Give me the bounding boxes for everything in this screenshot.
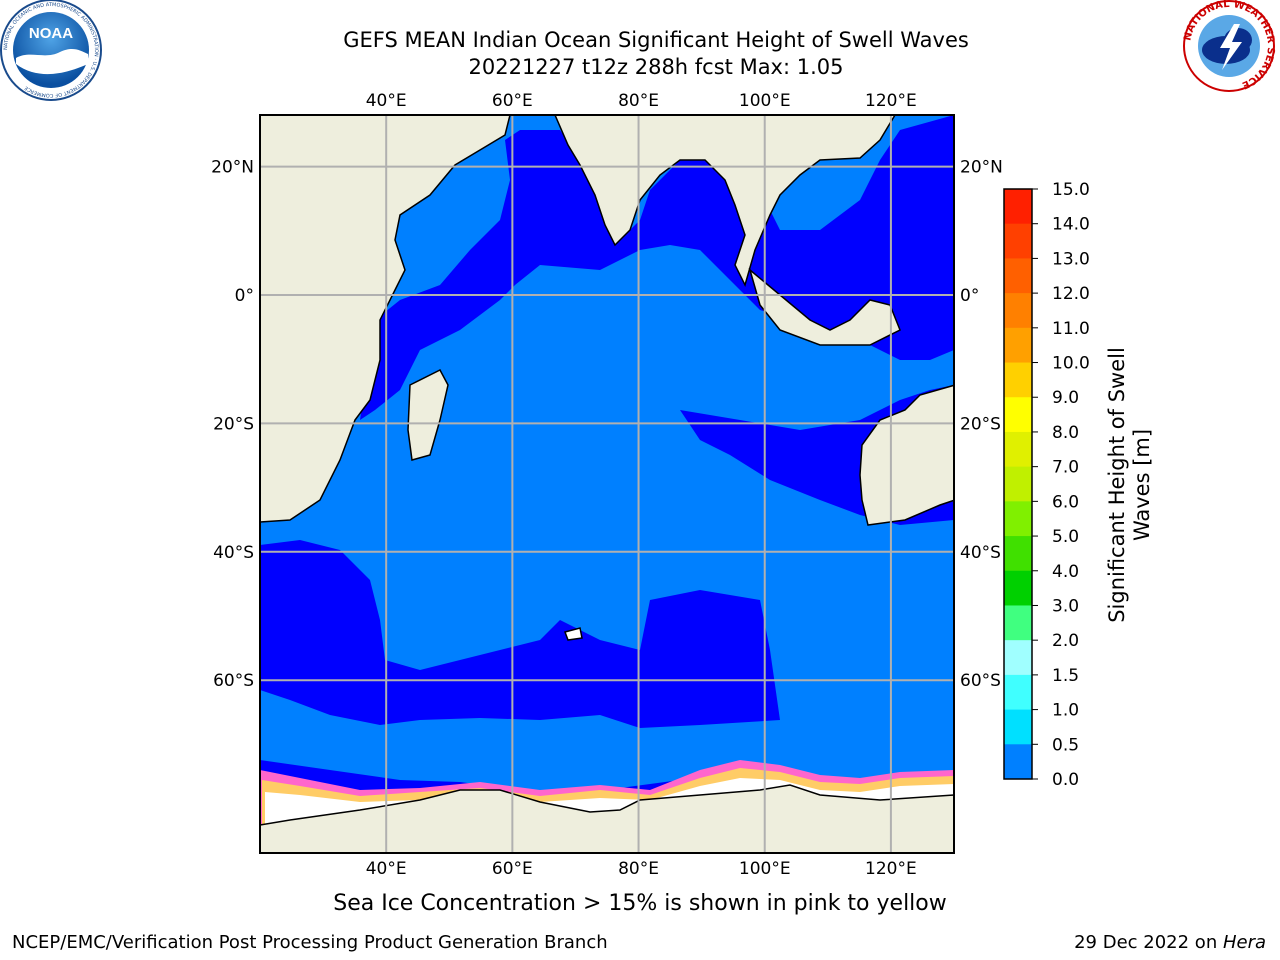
- colorbar-tick-label: 7.0: [1052, 458, 1079, 478]
- axis-tick-labels: 40°E 40°E 60°E 60°E 80°E 80°E 100°E 100°E 120°E 1…: [211, 91, 1003, 879]
- top-lon-tick-label: 120°E: [865, 91, 917, 111]
- colorbar-tick-label: 0.5: [1052, 735, 1079, 755]
- colorbar-segment: [1004, 466, 1032, 502]
- colorbar-segment: [1004, 709, 1032, 745]
- colorbar-segment: [1004, 362, 1032, 398]
- left-lat-tick-label: 0°: [235, 286, 254, 306]
- colorbar-segment: [1004, 536, 1032, 572]
- colorbar-tick-label: 2.0: [1052, 631, 1079, 651]
- colorbar-tick-label: 8.0: [1052, 423, 1079, 443]
- kerguelen-island: [564, 627, 583, 641]
- colorbar-tick-label: 9.0: [1052, 388, 1079, 408]
- nws-logo: NATIONAL WEATHER SERVICE: [1182, 0, 1276, 92]
- colorbar-tick-label: 1.0: [1052, 701, 1079, 721]
- graticule: [260, 115, 954, 853]
- colorbar: 15.0 14.0 13.0 12.0 11.0 10.0 9.0 8.0 7.0 6.0 5.0 4…: [1003, 180, 1090, 790]
- colorbar-frame: [1003, 188, 1033, 780]
- footer-host: Hera: [1222, 932, 1266, 953]
- noaa-logo-text: NOAA: [29, 25, 73, 42]
- colorbar-segment: [1004, 189, 1032, 225]
- colorbar-segment: [1004, 397, 1032, 433]
- top-lon-tick-label: 100°E: [739, 91, 791, 111]
- bottom-lon-tick-label: 100°E: [739, 859, 791, 879]
- right-lat-tick-label: 20°S: [960, 414, 1001, 434]
- colorbar-tick-label: 12.0: [1052, 284, 1090, 304]
- chart-title: GEFS MEAN Indian Ocean Significant Heigh…: [343, 28, 969, 52]
- africa-arabia-land: [260, 115, 511, 523]
- colorbar-tick-label: 13.0: [1052, 249, 1090, 269]
- map-area: [260, 115, 954, 853]
- footer-timestamp: 29 Dec 2022 on Hera: [1074, 932, 1266, 953]
- colorbar-segment: [1004, 501, 1032, 537]
- colorbar-label-line1: Significant Height of Swell: [1105, 347, 1129, 623]
- colorbar-tick-label: 3.0: [1052, 596, 1079, 616]
- sea-ice-caption: Sea Ice Concentration > 15% is shown in …: [333, 891, 947, 916]
- antarctica-land: [260, 784, 954, 853]
- colorbar-tick-label: 6.0: [1052, 492, 1079, 512]
- footer-credit: NCEP/EMC/Verification Post Processing Pr…: [12, 932, 608, 953]
- chart-subtitle: 20221227 t12z 288h fcst Max: 1.05: [468, 55, 844, 79]
- colorbar-tick-label: 0.0: [1052, 770, 1079, 790]
- colorbar-segment: [1004, 431, 1032, 468]
- footer-date: 29 Dec 2022 on: [1074, 932, 1223, 953]
- colorbar-segment: [1004, 327, 1032, 364]
- right-lat-tick-label: 0°: [960, 286, 979, 306]
- right-lat-tick-label: 60°S: [960, 671, 1001, 691]
- right-lat-tick-label: 20°N: [960, 158, 1003, 178]
- left-lat-tick-label: 20°N: [211, 158, 254, 178]
- colorbar-tick-label: 1.5: [1052, 666, 1079, 686]
- colorbar-segment: [1004, 223, 1032, 259]
- left-lat-tick-label: 20°S: [213, 414, 254, 434]
- australia-land: [859, 384, 954, 526]
- colorbar-tick-label: 15.0: [1052, 180, 1090, 200]
- colorbar-tick-label: 5.0: [1052, 527, 1079, 547]
- colorbar-tick-label: 11.0: [1052, 319, 1090, 339]
- asia-india-land: [554, 115, 896, 288]
- madagascar-land: [407, 369, 449, 461]
- colorbar-label-line2: Waves [m]: [1130, 428, 1154, 542]
- bottom-lon-tick-label: 40°E: [366, 859, 407, 879]
- colorbar-segment: [1004, 605, 1032, 641]
- colorbar-segment: [1004, 293, 1032, 329]
- land-masses: [260, 115, 954, 853]
- colorbar-segment: [1004, 744, 1032, 780]
- bottom-lon-tick-label: 60°E: [492, 859, 533, 879]
- lightning-icon: [1220, 24, 1242, 70]
- bottom-lon-tick-label: 80°E: [618, 859, 659, 879]
- right-lat-tick-label: 40°S: [960, 543, 1001, 563]
- colorbar-segment: [1004, 258, 1032, 294]
- colorbar-segment: [1004, 674, 1032, 711]
- gull-icon: [16, 48, 88, 75]
- top-lon-tick-label: 80°E: [618, 91, 659, 111]
- colorbar-segment: [1004, 640, 1032, 676]
- left-lat-tick-label: 60°S: [213, 671, 254, 691]
- colorbar-segment: [1004, 570, 1032, 606]
- colorbar-tick-label: 14.0: [1052, 215, 1090, 235]
- left-lat-tick-label: 40°S: [213, 543, 254, 563]
- colorbar-tick-label: 4.0: [1052, 562, 1079, 582]
- noaa-logo: NOAA NATIONAL OCEANIC AND ATMOSPHERIC AD…: [0, 0, 102, 101]
- top-lon-tick-label: 40°E: [366, 91, 407, 111]
- colorbar-tick-label: 10.0: [1052, 354, 1090, 374]
- top-lon-tick-label: 60°E: [492, 91, 533, 111]
- bottom-lon-tick-label: 120°E: [865, 859, 917, 879]
- map-frame: [259, 114, 955, 854]
